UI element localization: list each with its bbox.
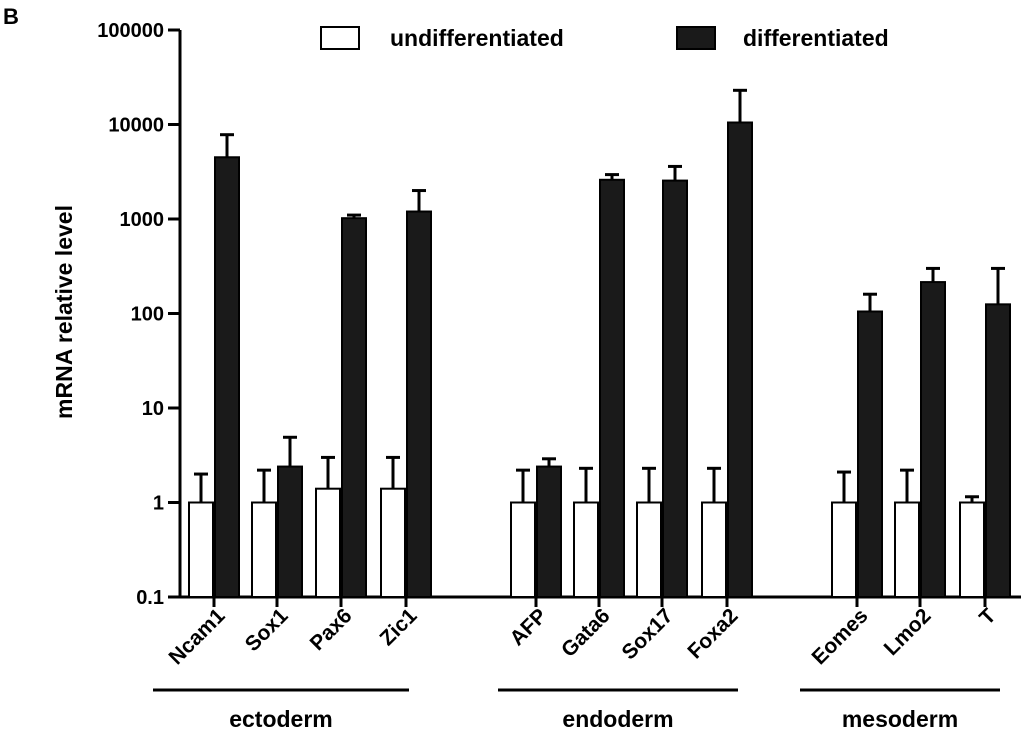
bar-undifferentiated-Pax6 bbox=[315, 487, 341, 598]
x-tick-label-Lmo2: Lmo2 bbox=[880, 604, 936, 660]
group-brackets: ectoderm endoderm mesoderm bbox=[153, 688, 1000, 732]
bar-differentiated-AFP bbox=[536, 465, 562, 598]
legend-label-undifferentiated: undifferentiated bbox=[390, 25, 564, 51]
bar-undifferentiated-Eomes bbox=[831, 501, 857, 598]
x-tick-label-Gata6: Gata6 bbox=[557, 604, 615, 662]
bar-differentiated-T bbox=[985, 303, 1011, 598]
x-tick-label-Pax6: Pax6 bbox=[306, 604, 357, 655]
group-label-endoderm: endoderm bbox=[562, 706, 673, 732]
panel-label: B bbox=[3, 4, 19, 29]
y-axis: 0.1 1 10 100 1000 10000 100000 bbox=[97, 20, 182, 609]
bars bbox=[188, 121, 1011, 599]
error-bars bbox=[194, 88, 1005, 503]
bar-undifferentiated-Foxa2 bbox=[701, 501, 727, 598]
y-tick-label: 1 bbox=[153, 493, 164, 515]
x-tick-label-AFP: AFP bbox=[506, 604, 552, 650]
group-label-ectoderm: ectoderm bbox=[229, 706, 333, 732]
x-axis bbox=[180, 595, 1021, 607]
x-tick-label-Eomes: Eomes bbox=[808, 604, 873, 669]
y-tick-label: 100000 bbox=[97, 20, 164, 42]
legend-swatch-undifferentiated bbox=[320, 26, 360, 50]
x-tick-label-Zic1: Zic1 bbox=[376, 604, 422, 650]
y-tick-label: 1000 bbox=[120, 209, 165, 231]
bar-differentiated-Lmo2 bbox=[920, 281, 946, 598]
bar-differentiated-Ncam1 bbox=[214, 156, 240, 598]
bar-undifferentiated-Sox17 bbox=[636, 501, 662, 598]
legend-swatch-differentiated bbox=[676, 26, 716, 50]
bar-undifferentiated-Ncam1 bbox=[188, 501, 214, 598]
bar-differentiated-Sox1 bbox=[277, 465, 303, 598]
x-tick-label-T: T bbox=[975, 604, 1000, 629]
y-tick-label: 0.1 bbox=[136, 587, 164, 609]
group-label-mesoderm: mesoderm bbox=[842, 706, 958, 732]
bar-differentiated-Zic1 bbox=[406, 210, 432, 599]
bar-undifferentiated-Lmo2 bbox=[894, 501, 920, 598]
legend: undifferentiated differentiated bbox=[320, 25, 889, 51]
y-tick-label: 10000 bbox=[108, 115, 164, 137]
bar-differentiated-Gata6 bbox=[599, 178, 625, 599]
bar-undifferentiated-T bbox=[959, 501, 985, 598]
bar-undifferentiated-AFP bbox=[510, 501, 536, 598]
bar-differentiated-Sox17 bbox=[662, 179, 688, 599]
legend-label-differentiated: differentiated bbox=[743, 25, 889, 51]
bar-differentiated-Eomes bbox=[857, 310, 883, 598]
x-tick-label-Sox1: Sox1 bbox=[241, 604, 293, 656]
bar-differentiated-Foxa2 bbox=[727, 121, 753, 598]
bar-differentiated-Pax6 bbox=[341, 217, 367, 598]
bar-undifferentiated-Gata6 bbox=[573, 501, 599, 598]
bar-undifferentiated-Sox1 bbox=[251, 501, 277, 598]
x-tick-label-Foxa2: Foxa2 bbox=[683, 604, 742, 663]
x-tick-label-Ncam1: Ncam1 bbox=[165, 604, 230, 669]
bar-undifferentiated-Zic1 bbox=[380, 487, 406, 598]
y-tick-label: 10 bbox=[142, 398, 164, 420]
y-axis-label: mRNA relative level bbox=[51, 205, 77, 419]
category-labels: Ncam1 Sox1 Pax6 Zic1 AFP Gata6 Sox17 Foxa2 Eomes… bbox=[165, 604, 1001, 669]
y-tick-label: 100 bbox=[131, 304, 164, 326]
x-tick-label-Sox17: Sox17 bbox=[618, 604, 678, 664]
